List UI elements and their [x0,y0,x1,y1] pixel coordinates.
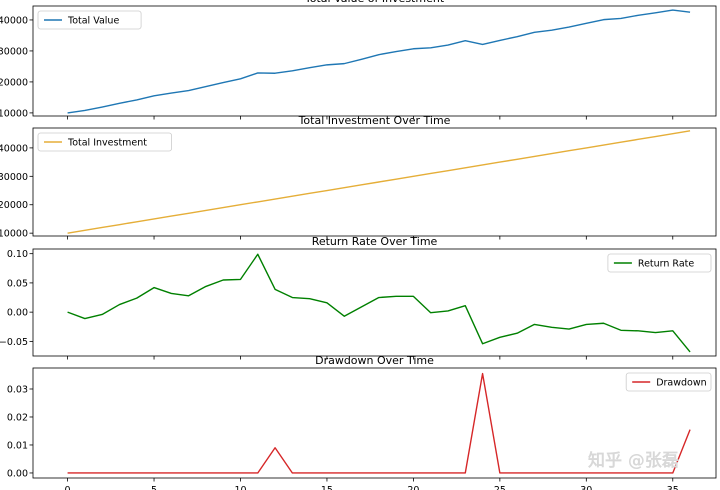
total-value-title: Total Value of Investment [304,0,445,5]
total-value-ytick-label: 30000 [0,46,28,57]
total-value-legend-box [37,10,142,30]
drawdown-xtick-label: 25 [494,485,506,490]
total-investment-ytick-label: 30000 [0,172,28,183]
total-investment-ytick-label: 10000 [0,229,28,240]
return-rate-series-line [67,253,691,353]
total-value-ytick-label: 10000 [0,108,28,119]
drawdown-series-line [67,372,691,474]
total-investment-legend-label: Total Investment [67,138,147,149]
return-rate-ytick-label: 0.10 [7,249,28,260]
drawdown-xtick-label: 35 [667,485,679,490]
drawdown-xtick-label: 5 [151,485,157,490]
drawdown-title: Drawdown Over Time [315,354,434,367]
total-investment-series-line [67,130,691,234]
return-rate-legend-box [607,253,712,273]
drawdown-xtick-label: 20 [407,485,419,490]
total-value-series-line [67,9,691,114]
total-value-ytick-label: 20000 [0,77,28,88]
return-rate-axes [32,248,717,357]
drawdown-xtick-label: 15 [321,485,333,490]
drawdown-legend-label: Drawdown [656,378,706,389]
drawdown-ytick-label: 0.02 [7,412,28,423]
total-value-ytick-label: 40000 [0,15,28,26]
drawdown-xtick-label: 0 [65,485,71,490]
total-investment-legend-box [37,132,173,152]
return-rate-legend-label: Return Rate [638,259,694,270]
drawdown-xtick-label: 30 [580,485,592,490]
return-rate-ytick-label: 0.00 [7,308,28,319]
total-value-legend-label: Total Value [67,16,119,27]
drawdown-ytick-label: 0.03 [7,384,28,395]
return-rate-title: Return Rate Over Time [312,235,438,248]
return-rate-ytick-label: −0.05 [0,337,28,348]
drawdown-legend-box [625,372,712,392]
drawdown-ytick-label: 0.01 [7,440,28,451]
drawdown-xtick-label: 10 [234,485,246,490]
drawdown-axes [32,367,717,479]
total-investment-ytick-label: 40000 [0,143,28,154]
return-rate-ytick-label: 0.05 [7,278,28,289]
total-investment-ytick-label: 20000 [0,200,28,211]
watermark: 知乎 @张磊 [587,450,679,471]
total-investment-title: Total Investment Over Time [298,114,451,127]
drawdown-ytick-label: 0.00 [7,468,28,479]
